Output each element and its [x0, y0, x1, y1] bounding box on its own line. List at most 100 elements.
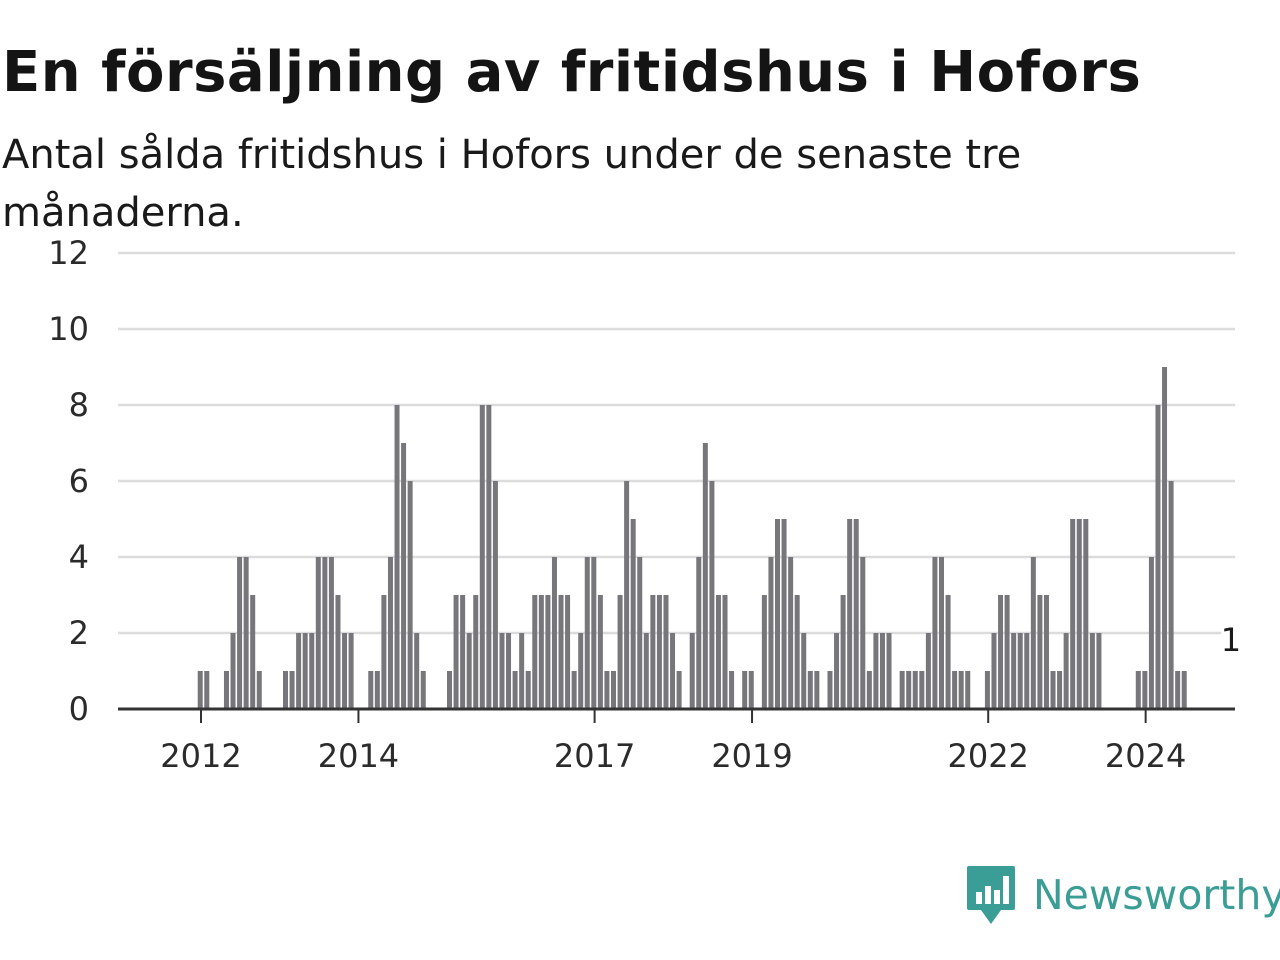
bar	[335, 595, 341, 709]
bar	[1135, 671, 1141, 709]
bar-layer	[197, 367, 1187, 709]
bar	[794, 595, 800, 709]
bar	[1083, 519, 1089, 709]
bar	[538, 595, 544, 709]
bar-chart: 0 2 4 6 8 10 12 2012 2014 2017 2019 2022 2024 1	[48, 234, 1244, 775]
bar	[630, 519, 636, 709]
bar	[1181, 671, 1187, 709]
bar	[1089, 633, 1095, 709]
bar	[696, 557, 702, 709]
y-tick-label: 2	[69, 614, 89, 652]
bar	[650, 595, 656, 709]
bar	[1004, 595, 1010, 709]
bar	[919, 671, 925, 709]
bar	[1142, 671, 1148, 709]
bar	[492, 481, 498, 709]
bar	[689, 633, 695, 709]
x-tick-label: 2017	[554, 737, 635, 775]
bar	[775, 519, 780, 709]
bar	[939, 557, 944, 709]
bar	[840, 595, 846, 709]
bar	[906, 671, 912, 709]
bar	[584, 557, 590, 709]
x-tick-label: 2014	[318, 737, 399, 775]
label-layer: 1	[1218, 618, 1244, 662]
bar	[722, 595, 728, 709]
bar	[1162, 367, 1168, 709]
bar	[1024, 633, 1030, 709]
bar	[565, 595, 571, 709]
x-tick-label: 2012	[160, 737, 241, 775]
bar	[1050, 671, 1056, 709]
bar	[604, 671, 610, 709]
bar	[460, 595, 466, 709]
bar	[368, 671, 374, 709]
bar	[1037, 595, 1043, 709]
y-tick-label: 10	[48, 310, 89, 348]
y-tick-label: 12	[48, 234, 89, 272]
bar	[578, 633, 584, 709]
bar	[1175, 671, 1181, 709]
bar	[519, 633, 525, 709]
bar	[499, 633, 505, 709]
bar	[860, 557, 866, 709]
bar	[899, 671, 905, 709]
y-tick-label: 8	[69, 386, 89, 424]
bar	[473, 595, 479, 709]
bar	[781, 519, 787, 709]
bar	[283, 671, 288, 709]
y-tick-label: 4	[69, 538, 89, 576]
y-tick-label: 0	[69, 690, 89, 728]
bar	[1168, 481, 1174, 709]
bar	[768, 557, 774, 709]
bar	[1017, 633, 1023, 709]
bar	[847, 519, 853, 709]
bar	[447, 671, 452, 709]
bar	[827, 671, 833, 709]
chart-title: En försäljning av fritidshus i Hofors	[2, 40, 1142, 105]
bar	[729, 671, 735, 709]
bar	[945, 595, 951, 709]
bar	[1155, 405, 1161, 709]
bar	[525, 671, 531, 709]
bar	[296, 633, 302, 709]
bar	[243, 557, 249, 709]
x-tick-label: 2022	[947, 737, 1028, 775]
bar	[912, 671, 918, 709]
bar	[558, 595, 564, 709]
bar	[879, 633, 885, 709]
bar	[807, 671, 813, 709]
bar	[742, 671, 748, 709]
bar	[420, 671, 426, 709]
bar	[315, 557, 321, 709]
bar	[545, 595, 551, 709]
bar	[1070, 519, 1076, 709]
bar	[834, 633, 840, 709]
bar	[532, 595, 538, 709]
bar	[952, 671, 958, 709]
bar	[394, 405, 400, 709]
bar	[788, 557, 794, 709]
bar	[237, 557, 243, 709]
bar	[611, 671, 616, 709]
bar	[1011, 633, 1017, 709]
axis-layer: 0 2 4 6 8 10 12 2012 2014 2017 2019 2022 2024	[48, 234, 1235, 775]
bar	[250, 595, 256, 709]
y-tick-label: 6	[69, 462, 89, 500]
bar	[348, 633, 354, 709]
bar	[381, 595, 387, 709]
bar	[663, 595, 669, 709]
bar	[761, 595, 767, 709]
bar	[925, 633, 931, 709]
bar	[932, 557, 938, 709]
bar	[643, 633, 649, 709]
x-tick-label: 2024	[1105, 737, 1186, 775]
bar	[801, 633, 807, 709]
bar	[984, 671, 990, 709]
bar	[407, 481, 413, 709]
bar	[748, 671, 754, 709]
bar	[289, 671, 295, 709]
bar	[453, 595, 459, 709]
bar	[197, 671, 203, 709]
bar	[204, 671, 210, 709]
